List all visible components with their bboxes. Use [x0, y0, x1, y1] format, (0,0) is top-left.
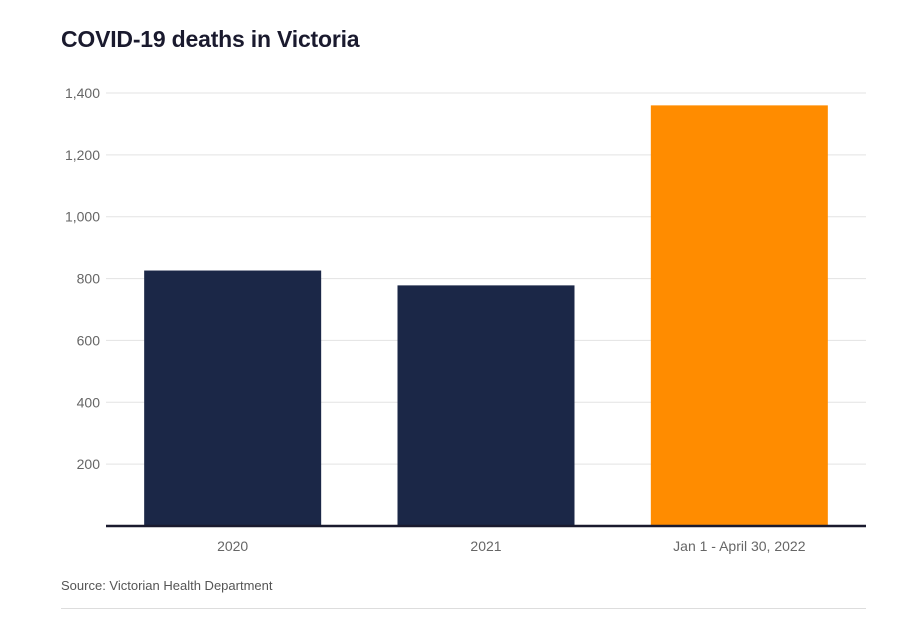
x-tick-label: 2021	[470, 538, 501, 554]
x-tick-label: Jan 1 - April 30, 2022	[673, 538, 806, 554]
y-tick-label: 1,200	[65, 147, 100, 163]
bar	[397, 285, 575, 526]
x-tick-label: 2020	[217, 538, 248, 554]
y-tick-label: 200	[77, 456, 101, 472]
bar-chart: 200 400 600 800 1,000 1,200 1,400 2020 2021 Jan …	[65, 85, 866, 554]
source-note: Source: Victorian Health Department	[61, 578, 273, 593]
y-tick-label: 400	[77, 394, 101, 410]
chart-title: COVID-19 deaths in Victoria	[61, 26, 360, 52]
y-tick-label: 800	[77, 271, 101, 287]
y-axis-labels: 200 400 600 800 1,000 1,200 1,400	[65, 85, 100, 472]
x-axis-labels: 2020 2021 Jan 1 - April 30, 2022	[217, 538, 806, 554]
footer-divider	[61, 608, 866, 609]
y-tick-label: 600	[77, 332, 101, 348]
y-tick-label: 1,000	[65, 209, 100, 225]
bar	[650, 105, 828, 526]
y-tick-label: 1,400	[65, 85, 100, 101]
bar	[144, 270, 322, 526]
bars	[144, 105, 828, 526]
